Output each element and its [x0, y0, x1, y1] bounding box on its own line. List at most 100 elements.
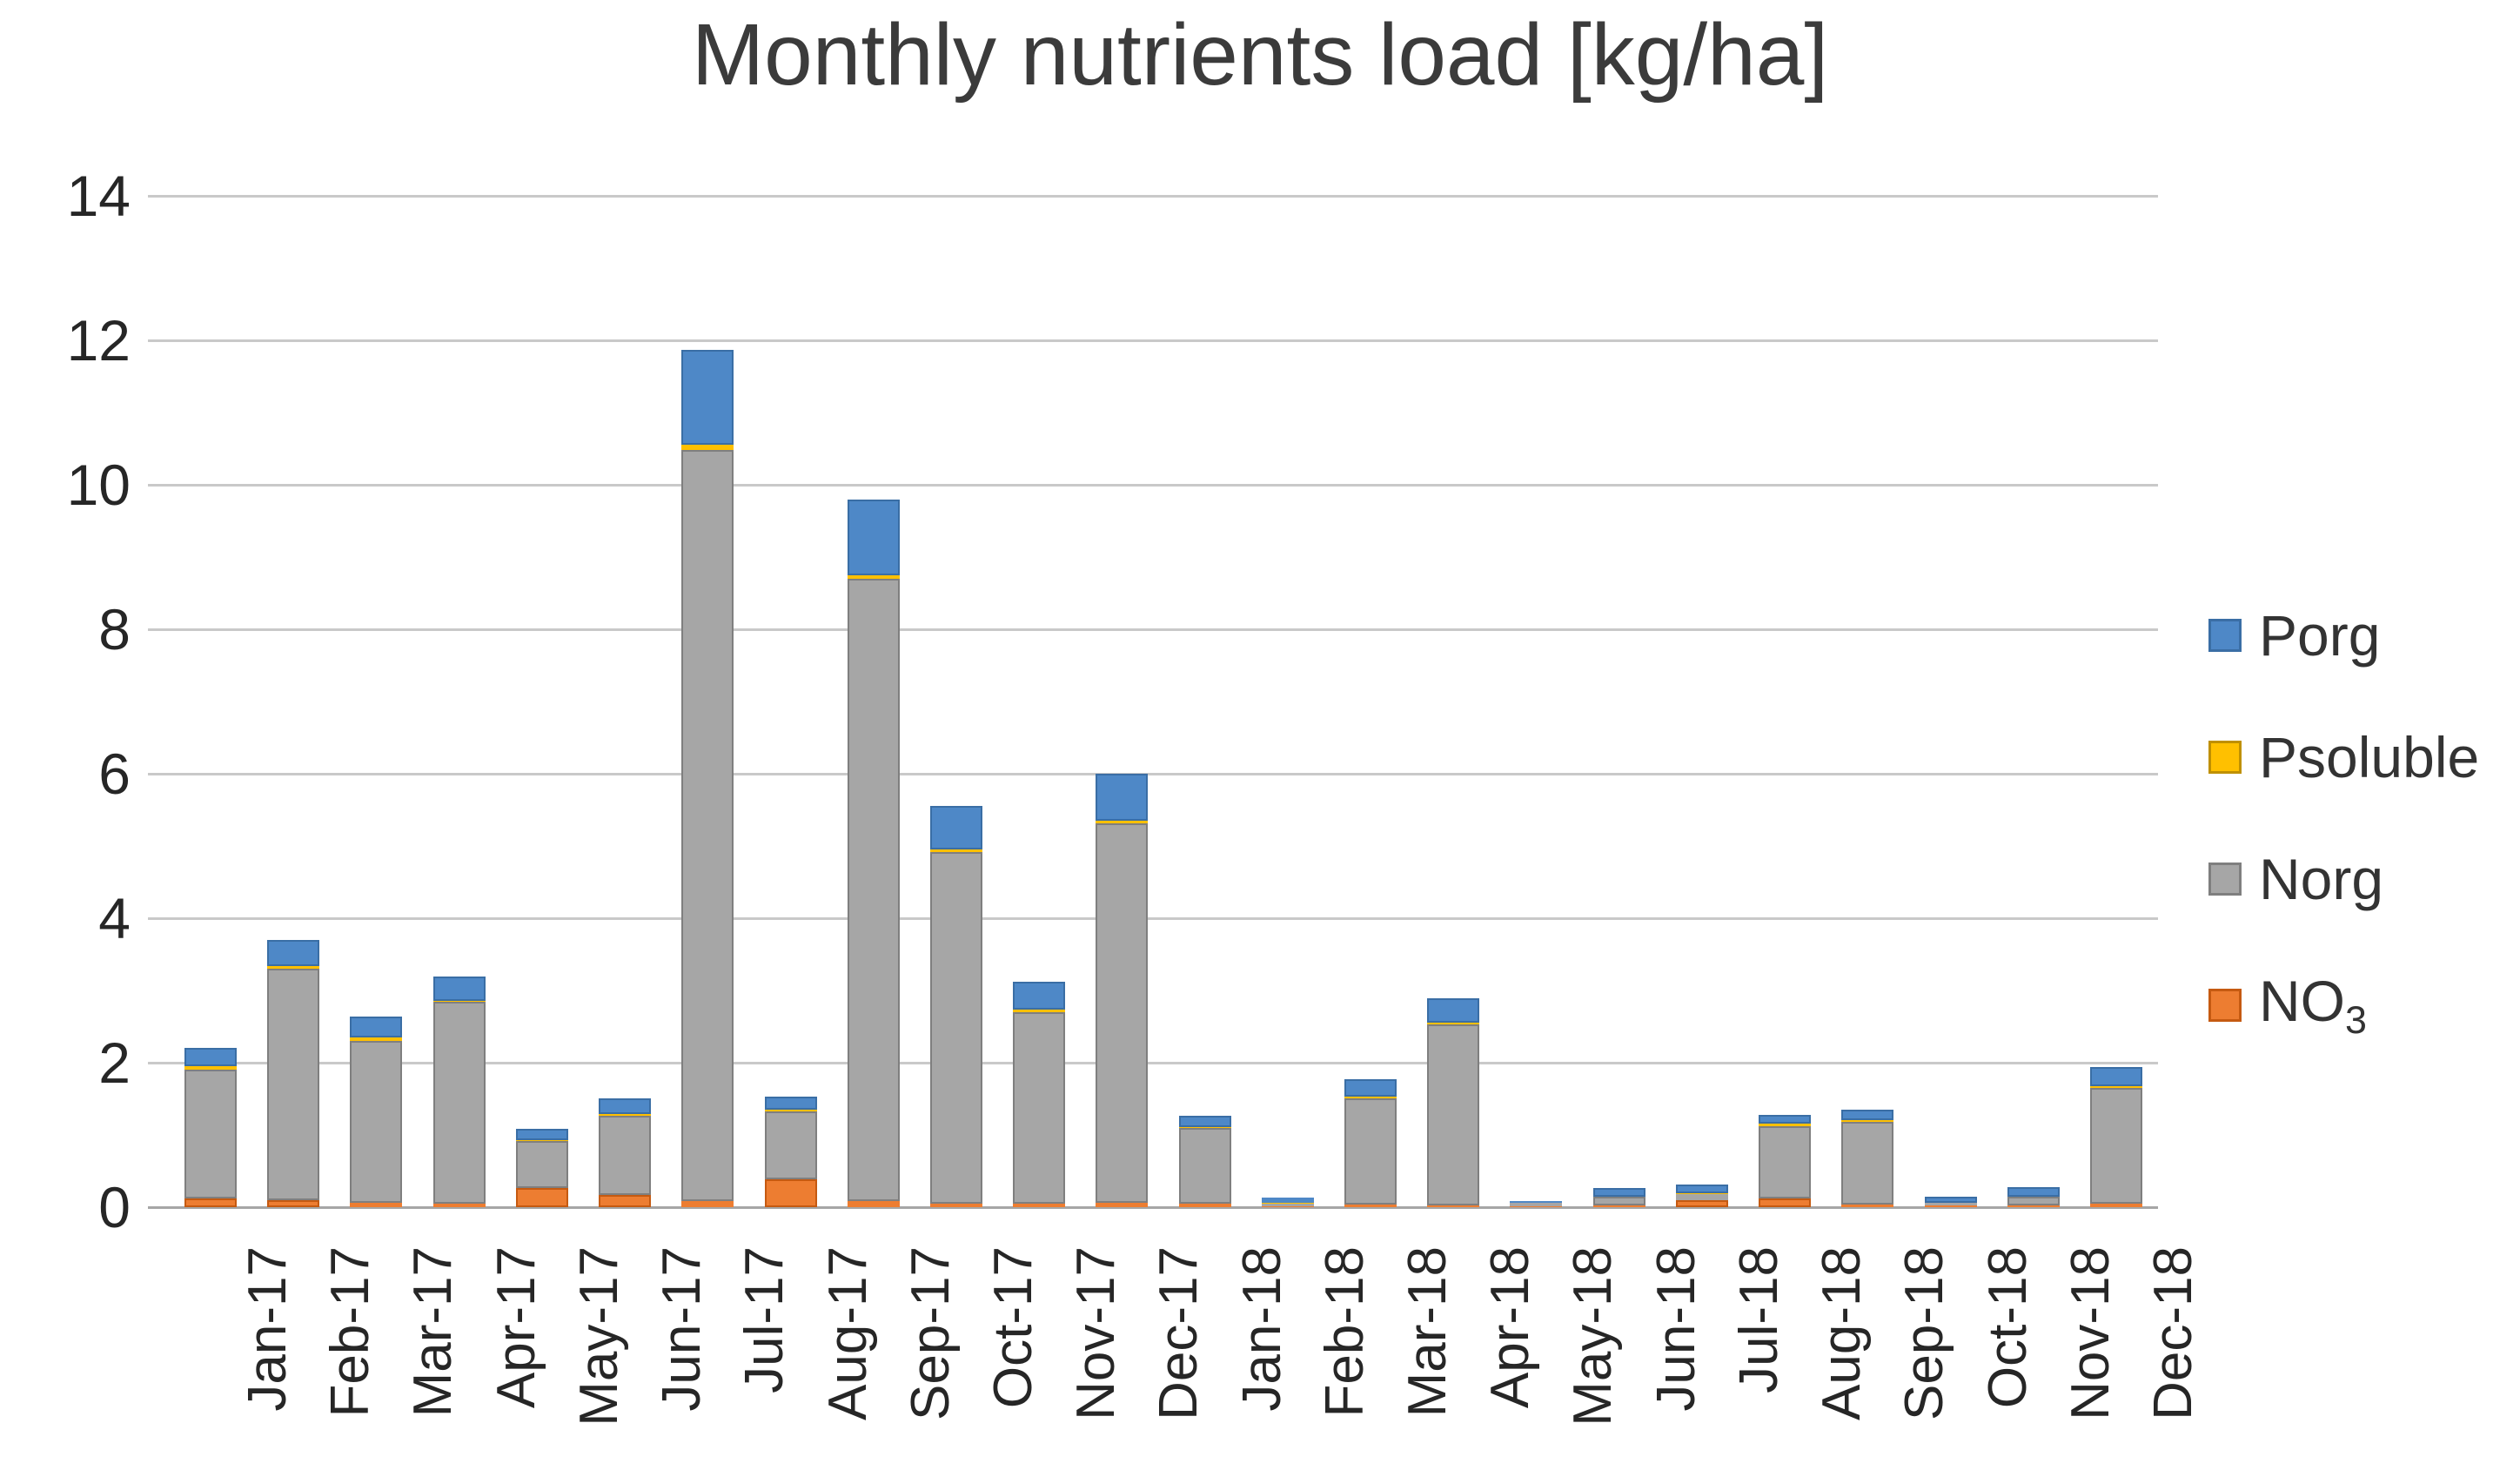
bar-segment-Norg-Jan-17 [184, 1070, 237, 1199]
bar-segment-Porg-Sep-17 [847, 499, 900, 575]
x-axis-label-Dec-17: Dec-17 [1149, 1246, 1210, 1420]
y-axis-label-8: 8 [98, 597, 131, 661]
bar-segment-NO3-Oct-18 [1924, 1205, 1977, 1207]
bar-segment-Porg-Aug-17 [764, 1097, 817, 1110]
x-axis-label-Feb-17: Feb-17 [320, 1246, 381, 1418]
bar-segment-Psoluble-Feb-18 [1261, 1203, 1314, 1204]
bar-segment-NO3-Nov-18 [2007, 1205, 2060, 1207]
bar-segment-Porg-Mar-18 [1344, 1079, 1397, 1097]
y-axis-label-12: 12 [66, 308, 131, 373]
legend-swatch-Psoluble-icon [2208, 741, 2242, 774]
y-gridline-10 [148, 484, 2158, 487]
bar-segment-NO3-Feb-17 [267, 1199, 320, 1207]
x-axis-baseline [148, 1206, 2158, 1209]
bar-segment-NO3-Feb-18 [1261, 1206, 1314, 1207]
bar-segment-Porg-Jun-18 [1592, 1188, 1645, 1198]
bar-segment-Psoluble-Mar-18 [1344, 1097, 1397, 1098]
bar-segment-Porg-Jul-18 [1675, 1185, 1728, 1194]
bar-segment-Psoluble-Dec-18 [2089, 1085, 2142, 1089]
bar-segment-NO3-Jun-18 [1592, 1205, 1645, 1207]
bar-segment-Porg-Mar-17 [350, 1016, 403, 1037]
x-axis-label-Sep-18: Sep-18 [1894, 1246, 1955, 1420]
legend-item-Psoluble: Psoluble [2208, 724, 2479, 790]
bar-segment-Psoluble-Jan-17 [184, 1066, 237, 1071]
bar-segment-Psoluble-Jul-17 [681, 445, 734, 451]
bar-segment-Norg-Nov-17 [1013, 1011, 1066, 1204]
y-axis-label-10: 10 [66, 453, 131, 517]
bar-segment-Norg-May-18 [1510, 1203, 1563, 1207]
bar-segment-Norg-Dec-17 [1096, 823, 1149, 1204]
bar-segment-Porg-Feb-18 [1261, 1198, 1314, 1203]
bar-segment-Psoluble-Aug-18 [1759, 1123, 1812, 1127]
bar-segment-Porg-Jan-18 [1178, 1115, 1231, 1127]
bar-segment-NO3-Sep-17 [847, 1201, 900, 1207]
bar-segment-Psoluble-Feb-17 [267, 965, 320, 970]
x-axis-label-Nov-18: Nov-18 [2060, 1246, 2121, 1420]
bar-segment-Norg-Jun-17 [599, 1115, 652, 1195]
bar-segment-NO3-Aug-18 [1759, 1198, 1812, 1207]
y-axis-label-0: 0 [98, 1175, 131, 1239]
bar-segment-Norg-Feb-17 [267, 969, 320, 1200]
x-axis-label-Mar-17: Mar-17 [403, 1246, 464, 1418]
bar-segment-Norg-Jun-18 [1592, 1197, 1645, 1206]
bar-segment-Norg-Mar-18 [1344, 1097, 1397, 1205]
y-gridline-4 [148, 917, 2158, 920]
bar-segment-NO3-Apr-18 [1427, 1205, 1480, 1207]
bar-segment-Norg-Aug-17 [764, 1111, 817, 1180]
bar-segment-Norg-Apr-18 [1427, 1024, 1480, 1205]
bar-segment-Norg-Apr-17 [432, 1002, 486, 1204]
bar-segment-NO3-Dec-17 [1096, 1203, 1149, 1207]
bar-segment-Porg-Jul-17 [681, 349, 734, 446]
x-axis-label-Aug-17: Aug-17 [817, 1246, 878, 1420]
chart-title: Monthly nutrients load [kg/ha] [691, 6, 1829, 104]
x-axis-label-Jan-18: Jan-18 [1231, 1246, 1292, 1412]
legend-label-NO3: NO3 [2259, 969, 2367, 1043]
bar-segment-Psoluble-Oct-17 [929, 849, 982, 852]
x-axis-label-Mar-18: Mar-18 [1397, 1246, 1458, 1418]
x-axis-label-Apr-18: Apr-18 [1480, 1246, 1541, 1409]
bar-segment-Psoluble-Mar-17 [350, 1037, 403, 1042]
legend-swatch-NO3-icon [2208, 989, 2242, 1023]
bar-segment-Norg-Nov-18 [2007, 1196, 2060, 1205]
bar-segment-NO3-Apr-17 [432, 1203, 486, 1207]
bar-segment-Psoluble-Sep-17 [847, 574, 900, 579]
legend-item-Norg: Norg [2208, 846, 2479, 912]
legend: Porg Psoluble Norg NO3 [2208, 602, 2479, 1043]
bar-segment-Porg-Oct-18 [1924, 1196, 1977, 1204]
bar-segment-Porg-Dec-18 [2089, 1066, 2142, 1086]
x-axis-label-Oct-18: Oct-18 [1977, 1246, 2038, 1409]
bar-segment-Psoluble-Dec-17 [1096, 820, 1149, 824]
bar-segment-Psoluble-Jan-18 [1178, 1126, 1231, 1128]
x-axis-label-Oct-17: Oct-17 [982, 1246, 1043, 1409]
x-axis-label-Jan-17: Jan-17 [238, 1246, 298, 1412]
x-axis-label-Jul-17: Jul-17 [734, 1246, 795, 1393]
x-axis-label-Feb-18: Feb-18 [1314, 1246, 1375, 1418]
bar-segment-Psoluble-Jul-18 [1675, 1193, 1728, 1195]
legend-item-NO3: NO3 [2208, 968, 2479, 1043]
bar-segment-NO3-May-17 [515, 1188, 568, 1207]
bar-segment-NO3-Mar-17 [350, 1203, 403, 1207]
bar-segment-Porg-Oct-17 [929, 806, 982, 850]
bar-segment-Porg-Feb-17 [267, 939, 320, 966]
bar-segment-Porg-Sep-18 [1841, 1109, 1894, 1121]
y-gridline-14 [148, 195, 2158, 198]
bar-segment-NO3-Jun-17 [599, 1194, 652, 1207]
x-axis-label-May-17: May-17 [568, 1246, 629, 1426]
x-axis-label-Sep-17: Sep-17 [900, 1246, 961, 1420]
bar-segment-NO3-Jul-17 [681, 1201, 734, 1207]
bar-segment-Psoluble-Jun-17 [599, 1113, 652, 1116]
bar-segment-Psoluble-Nov-17 [1013, 1010, 1066, 1012]
bar-segment-Porg-Dec-17 [1096, 774, 1149, 821]
bar-segment-Porg-Jun-17 [599, 1097, 652, 1114]
legend-label-Norg: Norg [2259, 847, 2384, 911]
x-axis-label-Jul-18: Jul-18 [1728, 1246, 1789, 1393]
bar-segment-NO3-Nov-17 [1013, 1203, 1066, 1207]
bar-segment-Porg-Aug-18 [1759, 1114, 1812, 1124]
y-axis-label-4: 4 [98, 886, 131, 950]
bar-segment-NO3-May-18 [1510, 1206, 1563, 1207]
x-axis-label-Jun-17: Jun-17 [652, 1246, 713, 1412]
bar-segment-NO3-Jan-17 [184, 1198, 237, 1207]
bar-segment-Norg-Jul-17 [681, 450, 734, 1202]
bar-segment-Norg-Aug-18 [1759, 1126, 1812, 1199]
